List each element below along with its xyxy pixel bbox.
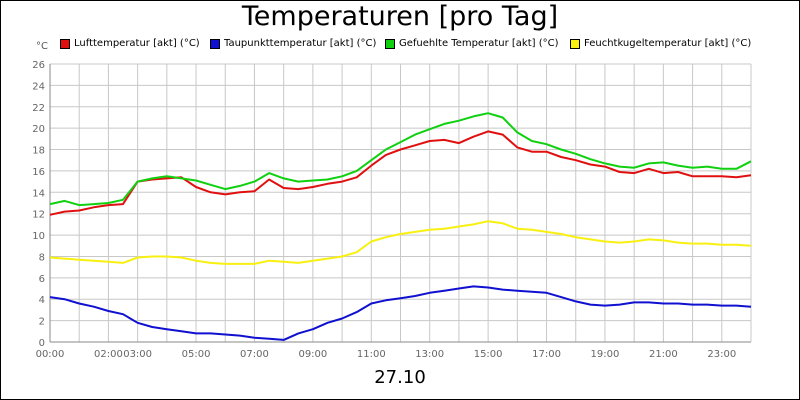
x-tick-label: 17:00 (532, 349, 561, 360)
x-tick-label: 23:00 (707, 349, 736, 360)
legend-item: Feuchtkugeltemperatur [akt] (°C) (570, 38, 751, 49)
y-tick-label: 24 (32, 81, 45, 92)
y-tick-label: 4 (39, 295, 45, 306)
x-tick-label: 03:00 (123, 349, 152, 360)
x-tick-label: 07:00 (240, 349, 269, 360)
x-tick-label: 13:00 (415, 349, 444, 360)
x-tick-label: 19:00 (591, 349, 620, 360)
legend-swatch (210, 38, 220, 49)
y-tick-label: 6 (39, 274, 45, 285)
x-tick-label: 05:00 (182, 349, 211, 360)
y-tick-label: 18 (32, 146, 45, 157)
y-tick-label: 0 (39, 338, 45, 349)
y-tick-label: 16 (32, 167, 45, 178)
y-tick-label: 26 (32, 60, 45, 71)
legend-item: Taupunkttemperatur [akt] (°C) (210, 38, 376, 49)
y-tick-label: 12 (32, 210, 45, 221)
series-line-3 (49, 112, 752, 207)
series-line-2 (49, 285, 752, 341)
series-line-1 (49, 130, 752, 216)
x-tick-label: 15:00 (474, 349, 503, 360)
legend-item: Lufttemperatur [akt] (°C) (60, 38, 200, 49)
y-tick-label: 14 (32, 188, 45, 199)
x-tick-label: 00:00 (36, 349, 65, 360)
legend-swatch (570, 38, 580, 49)
legend-label: Gefuehlte Temperatur [akt] (°C) (399, 38, 559, 49)
y-tick-label: 8 (39, 252, 45, 263)
y-tick-label: 10 (32, 231, 45, 242)
y-tick-label: 2 (39, 317, 45, 328)
legend-swatch (385, 38, 395, 49)
date-label: 27.10 (374, 367, 426, 388)
y-tick-label: 22 (32, 103, 45, 114)
x-tick-label: 09:00 (298, 349, 327, 360)
x-tick-label: 02:00 (94, 349, 123, 360)
legend-swatch (60, 38, 70, 49)
chart-title: Temperaturen [pro Tag] (241, 1, 559, 32)
legend-item: Gefuehlte Temperatur [akt] (°C) (385, 38, 558, 49)
series-line-4 (49, 220, 752, 265)
x-tick-label: 21:00 (649, 349, 678, 360)
y-tick-label: 20 (32, 124, 45, 135)
x-tick-label: 11:00 (357, 349, 386, 360)
legend-label: Taupunkttemperatur [akt] (°C) (224, 38, 377, 49)
legend-label: Lufttemperatur [akt] (°C) (74, 38, 200, 49)
y-axis-unit: °C (36, 41, 48, 52)
legend-label: Feuchtkugeltemperatur [akt] (°C) (584, 38, 752, 49)
